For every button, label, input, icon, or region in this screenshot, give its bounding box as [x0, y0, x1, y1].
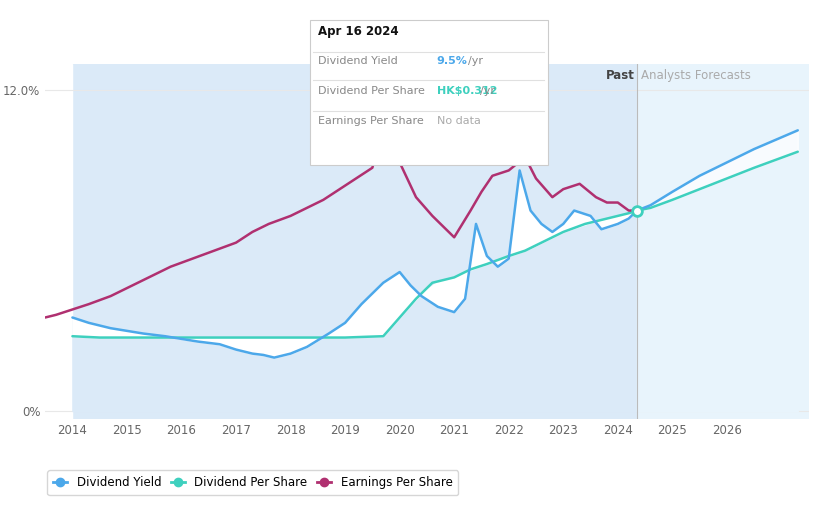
- Bar: [637, 64, 809, 419]
- Text: /yr: /yr: [480, 86, 495, 96]
- Legend: Dividend Yield, Dividend Per Share, Earnings Per Share: Dividend Yield, Dividend Per Share, Earn…: [48, 470, 458, 495]
- Text: Apr 16 2024: Apr 16 2024: [318, 24, 398, 38]
- Text: HK$0.312: HK$0.312: [437, 86, 498, 96]
- Text: 9.5%: 9.5%: [437, 55, 468, 66]
- Bar: [72, 64, 637, 419]
- Text: Earnings Per Share: Earnings Per Share: [318, 116, 424, 126]
- Text: No data: No data: [437, 116, 480, 126]
- Text: /yr: /yr: [468, 55, 483, 66]
- Text: Analysts Forecasts: Analysts Forecasts: [641, 69, 751, 82]
- Text: Dividend Per Share: Dividend Per Share: [318, 86, 424, 96]
- Text: Dividend Yield: Dividend Yield: [318, 55, 397, 66]
- Bar: [45, 64, 72, 419]
- Text: Past: Past: [606, 69, 635, 82]
